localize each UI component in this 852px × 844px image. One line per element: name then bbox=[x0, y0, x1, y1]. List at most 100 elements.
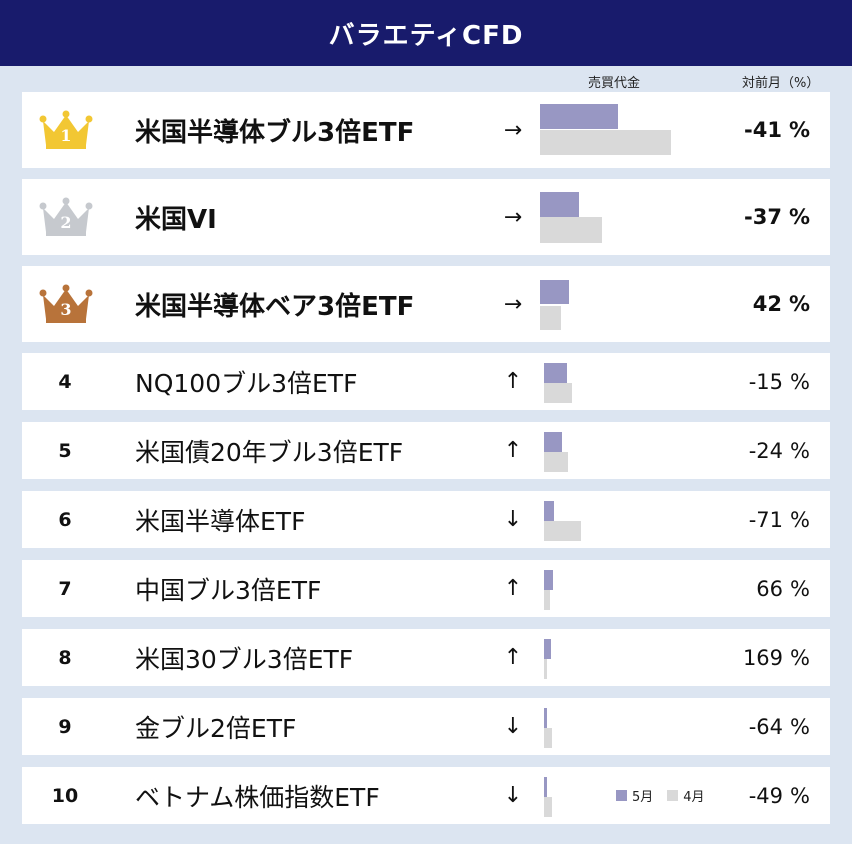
bar-april bbox=[544, 521, 581, 541]
rank-number: 1 bbox=[60, 126, 71, 145]
ranking-row: 2 米国VI → -37% bbox=[22, 179, 830, 255]
change-value: -64 bbox=[748, 714, 784, 739]
change-percent: 66% bbox=[756, 560, 810, 617]
product-name: 米国債20年ブル3倍ETF bbox=[135, 437, 404, 467]
change-percent: -71% bbox=[749, 491, 810, 548]
bar-april bbox=[544, 797, 552, 817]
bar-april bbox=[544, 590, 550, 610]
trend-arrow-icon: → bbox=[503, 291, 523, 317]
ranking-row: 8 米国30ブル3倍ETF ↑ 169% bbox=[22, 629, 830, 686]
trend-arrow-icon: ↑ bbox=[503, 576, 523, 601]
percent-unit: % bbox=[790, 507, 810, 532]
ranking-row: 3 米国半導体ベア3倍ETF → 42% bbox=[22, 266, 830, 342]
bar-april bbox=[544, 383, 572, 403]
product-name: ベトナム株価指数ETF bbox=[135, 782, 380, 812]
bar-may bbox=[544, 777, 547, 797]
bar-may bbox=[540, 104, 618, 129]
bar-april bbox=[540, 306, 561, 330]
bar-may bbox=[544, 639, 551, 659]
bar-may bbox=[544, 432, 562, 452]
percent-unit: % bbox=[788, 292, 810, 316]
bar-april bbox=[544, 452, 568, 472]
ranking-row: 9 金ブル2倍ETF ↓ -64% bbox=[22, 698, 830, 755]
ranking-row: 10 ベトナム株価指数ETF ↓ 5月 4月 -49% bbox=[22, 767, 830, 824]
bar-may bbox=[544, 363, 567, 383]
legend-swatch-may bbox=[616, 790, 627, 801]
trend-arrow-icon: ↑ bbox=[503, 438, 523, 463]
product-name: NQ100ブル3倍ETF bbox=[135, 368, 358, 398]
percent-unit: % bbox=[790, 576, 810, 601]
change-percent: 169% bbox=[743, 629, 810, 686]
trend-arrow-icon: → bbox=[503, 204, 523, 230]
percent-unit: % bbox=[790, 369, 810, 394]
rank-number: 8 bbox=[58, 646, 72, 669]
rank-number: 7 bbox=[58, 577, 72, 600]
ranking-row: 6 米国半導体ETF ↓ -71% bbox=[22, 491, 830, 548]
gold-crown-icon: 1 bbox=[39, 110, 93, 149]
legend-label-may: 5月 bbox=[632, 790, 654, 805]
legend-item-april: 4月 bbox=[667, 786, 705, 805]
change-percent: -49% bbox=[749, 767, 810, 824]
product-name: 米国半導体ベア3倍ETF bbox=[135, 291, 415, 322]
change-value: 169 bbox=[742, 645, 784, 670]
percent-unit: % bbox=[790, 645, 810, 670]
rank-number: 10 bbox=[51, 784, 79, 807]
header: バラエティCFD bbox=[0, 0, 852, 66]
product-name: 米国半導体ETF bbox=[135, 506, 306, 536]
legend: 5月 4月 bbox=[616, 767, 719, 824]
ranking-row: 1 米国半導体ブル3倍ETF → -41% bbox=[22, 92, 830, 168]
change-value: 66 bbox=[756, 576, 784, 601]
bronze-crown-icon: 3 bbox=[39, 284, 93, 323]
change-percent: -15% bbox=[749, 353, 810, 410]
change-percent: -24% bbox=[749, 422, 810, 479]
bar-may bbox=[540, 280, 569, 304]
column-label-volume: 売買代金 bbox=[588, 76, 641, 91]
ranking-row: 7 中国ブル3倍ETF ↑ 66% bbox=[22, 560, 830, 617]
bar-april bbox=[544, 728, 552, 748]
legend-swatch-april bbox=[667, 790, 679, 801]
percent-unit: % bbox=[790, 714, 810, 739]
percent-unit: % bbox=[790, 438, 810, 463]
bar-may bbox=[544, 708, 547, 728]
product-name: 金ブル2倍ETF bbox=[135, 713, 297, 743]
change-percent: -41% bbox=[744, 92, 810, 168]
ranking-row: 4 NQ100ブル3倍ETF ↑ -15% bbox=[22, 353, 830, 410]
page-title: バラエティCFD bbox=[328, 20, 524, 51]
trend-arrow-icon: ↓ bbox=[503, 507, 523, 532]
change-value: -71 bbox=[748, 507, 784, 532]
bar-april bbox=[544, 659, 547, 679]
bar-april bbox=[540, 217, 602, 243]
trend-arrow-icon: ↑ bbox=[503, 645, 523, 670]
rank-number: 9 bbox=[58, 715, 72, 738]
trend-arrow-icon: ↑ bbox=[503, 369, 523, 394]
rank-number: 3 bbox=[60, 300, 71, 319]
product-name: 米国30ブル3倍ETF bbox=[135, 644, 354, 674]
percent-unit: % bbox=[790, 783, 810, 808]
change-percent: -37% bbox=[744, 179, 810, 255]
change-value: -49 bbox=[748, 783, 784, 808]
change-percent: -64% bbox=[749, 698, 810, 755]
product-name: 中国ブル3倍ETF bbox=[135, 575, 322, 605]
bar-may bbox=[540, 192, 579, 218]
trend-arrow-icon: ↓ bbox=[503, 783, 523, 808]
trend-arrow-icon: ↓ bbox=[503, 714, 523, 739]
change-value: -41 bbox=[744, 118, 782, 142]
silver-crown-icon: 2 bbox=[39, 197, 93, 236]
legend-item-may: 5月 bbox=[616, 786, 653, 805]
trend-arrow-icon: → bbox=[503, 117, 523, 143]
column-label-change: 対前月（%） bbox=[742, 76, 820, 91]
change-percent: 42% bbox=[753, 266, 810, 342]
ranking-row: 5 米国債20年ブル3倍ETF ↑ -24% bbox=[22, 422, 830, 479]
change-value: -37 bbox=[744, 205, 782, 229]
product-name: 米国半導体ブル3倍ETF bbox=[135, 117, 415, 148]
percent-unit: % bbox=[788, 205, 810, 229]
percent-unit: % bbox=[788, 118, 810, 142]
change-value: 42 bbox=[752, 292, 782, 316]
rank-number: 5 bbox=[58, 439, 72, 462]
rank-number: 2 bbox=[60, 213, 71, 232]
bar-may bbox=[544, 501, 554, 521]
rank-number: 4 bbox=[58, 370, 72, 393]
rank-number: 6 bbox=[58, 508, 72, 531]
bar-april bbox=[540, 130, 671, 155]
product-name: 米国VI bbox=[135, 204, 217, 235]
